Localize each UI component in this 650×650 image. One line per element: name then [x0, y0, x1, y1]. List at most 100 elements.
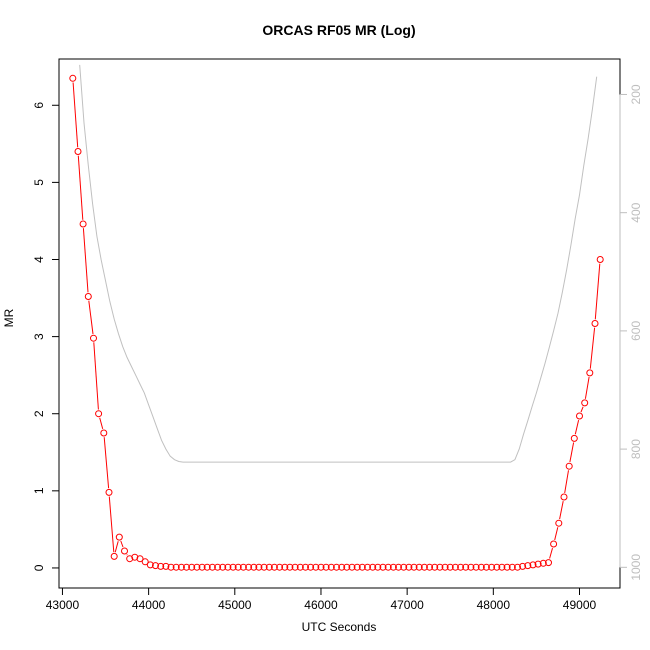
data-point: [167, 563, 175, 571]
data-point: [477, 563, 485, 571]
data-point: [90, 334, 97, 342]
data-point: [493, 563, 501, 571]
series-segment: [77, 155, 84, 220]
data-point: [338, 563, 346, 571]
data-point: [348, 563, 356, 571]
y2-tick-label: 600: [629, 321, 643, 341]
data-point: [327, 563, 335, 571]
data-point: [472, 563, 480, 571]
series-segment: [108, 496, 115, 553]
data-point: [281, 563, 289, 571]
data-point: [482, 563, 490, 571]
data-point: [343, 563, 351, 571]
data-point: [224, 563, 232, 571]
data-point: [126, 555, 134, 563]
series-segment: [82, 228, 89, 293]
data-point: [364, 563, 371, 571]
data-point: [219, 563, 227, 571]
data-point: [234, 563, 242, 571]
y-tick-label: 3: [32, 333, 46, 340]
data-point: [508, 563, 516, 571]
data-point: [333, 563, 340, 571]
data-point: [498, 563, 506, 571]
data-point: [79, 220, 87, 228]
series-segment: [554, 527, 559, 541]
data-point: [400, 563, 408, 571]
data-point: [395, 563, 402, 571]
series-segment: [126, 554, 128, 556]
series-segment: [72, 82, 79, 148]
data-point: [514, 563, 521, 571]
data-point: [545, 559, 552, 567]
data-point: [260, 563, 268, 571]
y2-tick-label: 1000: [629, 554, 643, 581]
data-point: [457, 563, 465, 571]
y-tick-label: 1: [32, 487, 46, 494]
data-point: [265, 563, 273, 571]
data-point: [405, 563, 413, 571]
series-segment: [589, 327, 596, 369]
series-segment: [120, 540, 124, 548]
data-point: [431, 563, 439, 571]
data-point: [141, 558, 149, 566]
y-tick-label: 4: [32, 256, 46, 263]
data-point: [451, 563, 459, 571]
data-point: [177, 563, 185, 571]
x-tick-label: 43000: [46, 598, 80, 612]
data-point: [162, 562, 170, 570]
data-point: [353, 563, 361, 571]
series-segment: [559, 501, 564, 520]
y-tick-label: 2: [32, 410, 46, 417]
x-tick-label: 45000: [218, 598, 252, 612]
y-tick-label: 6: [32, 102, 46, 109]
data-point: [255, 563, 263, 571]
series-line-gray: [79, 64, 598, 463]
series-segment: [564, 470, 569, 493]
data-point: [183, 563, 190, 571]
data-point: [291, 563, 299, 571]
series-segment: [549, 547, 553, 559]
data-point: [276, 563, 284, 571]
data-point: [524, 562, 532, 570]
data-point: [203, 563, 211, 571]
data-point: [100, 429, 108, 437]
data-point: [570, 434, 578, 442]
data-point: [539, 559, 547, 567]
x-tick-label: 47000: [390, 598, 424, 612]
series-segment: [584, 376, 590, 399]
data-point: [317, 563, 325, 571]
y-tick-label: 0: [32, 564, 46, 571]
data-point: [250, 563, 258, 571]
data-point: [312, 563, 320, 571]
data-point: [503, 563, 511, 571]
data-point: [208, 563, 216, 571]
data-point: [576, 412, 583, 420]
data-point: [488, 563, 496, 571]
data-point: [586, 369, 594, 377]
data-point: [69, 74, 77, 82]
data-point: [420, 563, 428, 571]
chart-title: ORCAS RF05 MR (Log): [262, 22, 415, 38]
series-segment: [569, 442, 575, 463]
data-point: [193, 563, 201, 571]
y-tick-label: 5: [32, 179, 46, 186]
data-point: [302, 563, 309, 571]
x-tick-label: 44000: [132, 598, 166, 612]
y-axis: 0 1 2 3 4 5 6: [32, 102, 60, 571]
y2-tick-label: 400: [629, 202, 643, 222]
y2-axis: 200 400 600 800 1000: [619, 84, 643, 581]
data-point: [441, 563, 449, 571]
data-point: [560, 493, 568, 501]
series-segment: [580, 406, 584, 413]
data-point: [581, 399, 589, 407]
data-point: [529, 561, 537, 569]
data-point: [307, 563, 315, 571]
data-point: [550, 540, 558, 548]
series-segment: [103, 437, 110, 489]
series-red: [69, 74, 604, 571]
data-point: [358, 563, 366, 571]
data-point: [555, 519, 563, 527]
data-point: [534, 560, 542, 568]
data-point: [157, 562, 165, 570]
